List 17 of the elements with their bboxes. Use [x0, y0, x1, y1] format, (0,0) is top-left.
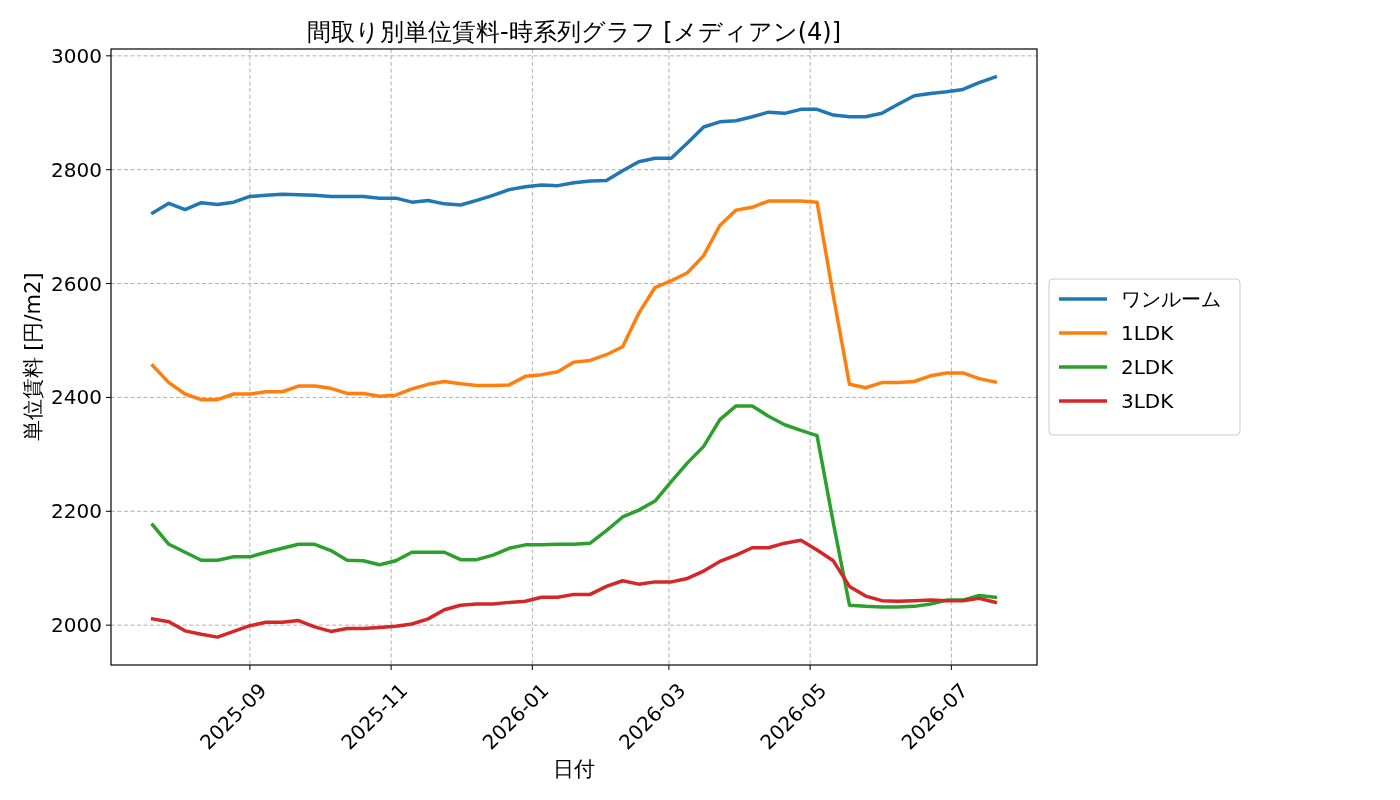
legend-label: 1LDK [1121, 321, 1175, 345]
y-tick-label: 2200 [51, 499, 102, 524]
x-axis-title: 日付 [553, 757, 595, 781]
line-series [150, 404, 998, 609]
legend-label: 2LDK [1121, 355, 1175, 379]
line-series [150, 538, 998, 639]
legend-label: 3LDK [1121, 389, 1175, 413]
y-tick-label: 2600 [51, 271, 102, 296]
line-series [150, 199, 998, 402]
line-series [150, 75, 998, 215]
y-tick-label: 2800 [51, 157, 102, 182]
legend-label: ワンルーム [1121, 287, 1221, 311]
y-tick-label: 3000 [51, 43, 102, 68]
y-tick-label: 2400 [51, 385, 102, 410]
y-axis-title: 単位賃料 [円/m2] [21, 272, 45, 442]
y-tick-label: 2000 [51, 613, 102, 638]
chart-title: 間取り別単位賃料-時系列グラフ [メディアン(4)] [306, 18, 842, 46]
